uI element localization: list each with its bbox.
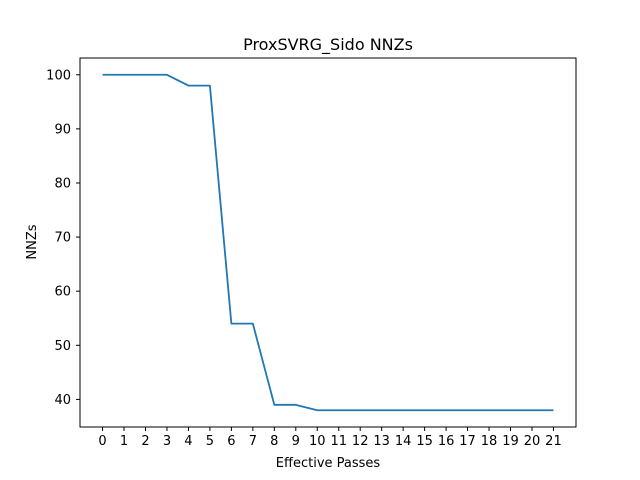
data-point [553,409,555,411]
y-tick-label: 90 [54,122,71,137]
y-tick-label: 80 [54,176,71,191]
x-tick-label: 8 [270,434,278,449]
x-tick-label: 1 [120,434,128,449]
chart-title: ProxSVRG_Sido NNZs [243,35,413,55]
x-tick-label: 12 [352,434,369,449]
y-tick-label: 40 [54,393,71,408]
x-tick-label: 7 [249,434,257,449]
series-line [102,73,554,412]
x-tick-label: 21 [545,434,562,449]
y-tick-label: 60 [54,285,71,300]
data-point [295,404,297,406]
data-point [488,409,490,411]
y-axis-label: NNZs [25,224,40,259]
plot-area: 0 1 2 3 4 5 6 7 8 9 10 11 12 13 14 15 16 17 18 19 20 21405060… [46,68,562,449]
data-point [424,409,426,411]
data-point [338,409,340,411]
data-point [359,409,361,411]
plot-frame [79,57,577,428]
x-tick-label: 0 [98,434,106,449]
y-tick-label: 50 [54,339,71,354]
x-tick-label: 17 [459,434,476,449]
data-point [273,404,275,406]
x-tick-label: 11 [330,434,347,449]
y-tick-label: 100 [46,68,71,83]
data-point [510,409,512,411]
y-tick-label: 70 [54,231,71,246]
data-point [381,409,383,411]
x-tick-label: 4 [184,434,192,449]
data-point [102,74,104,76]
x-tick-label: 3 [163,434,171,449]
data-point [445,409,447,411]
x-tick-label: 6 [227,434,235,449]
data-point [188,85,190,87]
x-tick-label: 9 [292,434,300,449]
data-point [467,409,469,411]
data-point [166,74,168,76]
x-tick-label: 15 [416,434,433,449]
data-point [531,409,533,411]
data-point [123,74,125,76]
x-tick-label: 13 [373,434,390,449]
x-tick-label: 10 [309,434,326,449]
data-point [230,323,232,325]
data-point [402,409,404,411]
x-tick-label: 20 [524,434,541,449]
data-point [252,323,254,325]
data-point [316,409,318,411]
x-tick-label: 16 [438,434,455,449]
x-tick-label: 19 [502,434,519,449]
x-tick-label: 5 [206,434,214,449]
data-point [209,85,211,87]
x-tick-label: 14 [395,434,412,449]
x-axis-label: Effective Passes [276,456,381,471]
data-point [145,74,147,76]
x-tick-label: 18 [481,434,498,449]
x-tick-label: 2 [141,434,149,449]
